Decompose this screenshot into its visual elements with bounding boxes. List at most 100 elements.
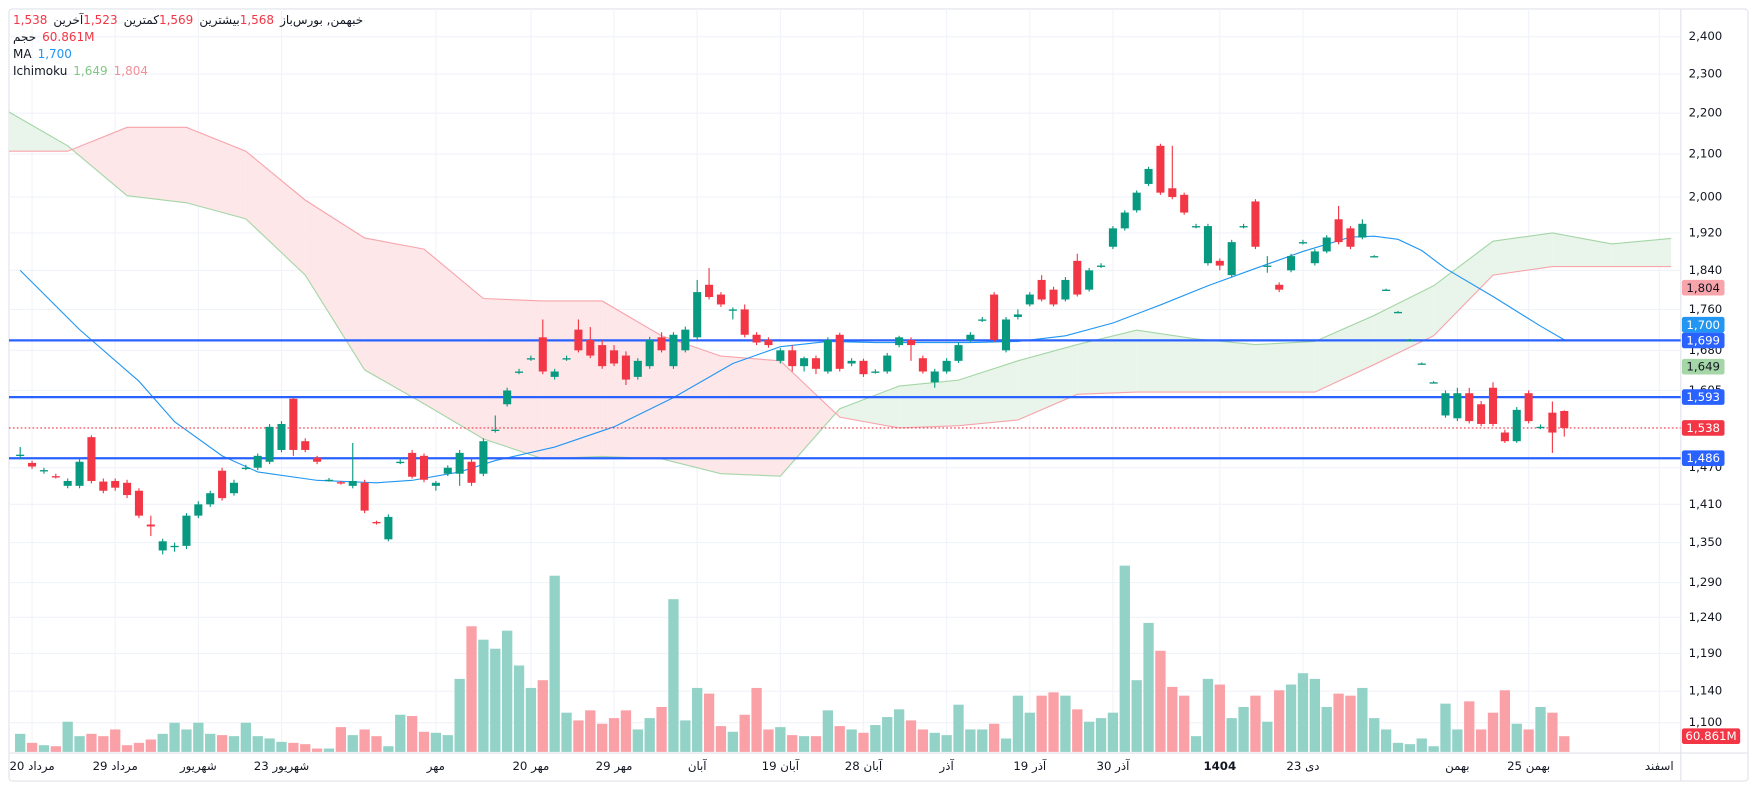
volume-bar	[632, 729, 643, 752]
candle-body	[491, 429, 500, 432]
volume-bar	[561, 712, 572, 752]
candle-body	[764, 339, 773, 346]
candle-body	[538, 337, 547, 372]
volume-bar	[656, 707, 667, 752]
candle-body	[954, 345, 963, 361]
ma-legend: MA 1,700	[13, 46, 363, 63]
candle-body	[431, 482, 440, 486]
candle-body	[728, 309, 737, 311]
span-a-line	[8, 111, 1672, 477]
volume-bar	[858, 732, 869, 752]
volume-bar	[383, 746, 394, 752]
volume-bar	[727, 731, 738, 752]
candle-body	[1441, 393, 1450, 416]
volume-bar	[466, 626, 477, 752]
candle-body	[1512, 409, 1521, 442]
candle-body	[681, 329, 690, 351]
cloud-segment	[305, 200, 365, 370]
volume-bar	[1487, 712, 1499, 752]
ohlc-legend: خبهمن, بورس باز 1,568 بیشترین 1,569 کمترین 1,…	[13, 12, 363, 29]
cloud-segment	[1017, 344, 1078, 420]
x-tick-label: 30 آذر	[1096, 759, 1130, 774]
x-tick-label: 23 دی	[1286, 759, 1319, 773]
candle-body	[669, 334, 678, 367]
volume-bar	[834, 726, 845, 752]
volume-bar	[216, 735, 228, 752]
volume-bar	[798, 736, 810, 752]
x-tick-label: 29 مهر	[596, 759, 633, 774]
volume-bar	[715, 726, 727, 752]
candle-body	[1156, 145, 1165, 193]
candle-body	[408, 452, 417, 477]
volume-bar	[775, 727, 786, 752]
volume-bar	[1000, 738, 1012, 752]
y-tick-label: 1,350	[1689, 535, 1723, 549]
volume-bar	[193, 722, 204, 752]
volume-bar	[905, 720, 917, 752]
volume-bar	[169, 722, 180, 752]
candle-body	[1239, 226, 1248, 228]
volume-bar	[1416, 738, 1427, 752]
volume-bar	[882, 717, 893, 752]
volume-bar	[988, 723, 1000, 752]
x-tick-label: 19 آذر	[1013, 759, 1047, 774]
candle-body	[1192, 226, 1201, 228]
volume-bar	[810, 736, 822, 752]
candle-body	[705, 284, 714, 298]
volume-bar	[1475, 729, 1487, 752]
candle-body	[716, 294, 725, 305]
candle-body	[1322, 237, 1331, 252]
price-marker	[1681, 389, 1725, 405]
cloud-segment	[127, 127, 187, 203]
volume-bar	[965, 729, 976, 752]
candle-body	[39, 470, 48, 472]
x-tick-label: 28 آبان	[845, 759, 883, 773]
volume-bar	[941, 735, 952, 752]
volume-bar	[1535, 707, 1546, 752]
volume-bar	[822, 710, 834, 752]
volume-bar	[1404, 744, 1416, 752]
x-tick-label: 23 شهریور	[254, 759, 309, 774]
candle-body	[16, 454, 25, 457]
candle-body	[134, 490, 143, 516]
x-tick-label: 20 مرداد	[9, 759, 54, 774]
candle-body	[301, 441, 310, 450]
candle-body	[918, 358, 927, 372]
candle-body	[906, 339, 916, 346]
candle-body	[811, 358, 821, 369]
field-value: 1,538	[13, 13, 48, 27]
axes: 2,400 2,300 2,200 2,100 2,000 1,920 1,840 1,760…	[9, 29, 1741, 774]
candle-body	[1346, 228, 1355, 247]
y-tick-label: 1,760	[1689, 302, 1723, 316]
field-value: 1,523	[83, 13, 118, 27]
volume-bar	[870, 725, 881, 752]
y-tick-label: 1,290	[1689, 575, 1723, 589]
volume-bar	[1190, 736, 1202, 752]
volume-bar	[644, 718, 655, 752]
volume-bar	[276, 741, 287, 752]
candle-body	[1310, 251, 1319, 264]
candle-body	[28, 462, 37, 467]
candle-body	[1001, 319, 1011, 351]
volume-bar	[86, 733, 97, 752]
volume-bar	[454, 678, 465, 752]
candle-body	[1465, 393, 1474, 422]
candle-body	[978, 319, 987, 321]
volume-bar	[442, 735, 453, 752]
volume-bar	[133, 742, 145, 752]
volume-bar	[502, 630, 513, 752]
cloud-segment	[1255, 341, 1315, 393]
candle-body	[123, 482, 132, 496]
cloud-segment	[1314, 315, 1375, 393]
candle-body	[1536, 426, 1545, 429]
volume-bar	[620, 710, 632, 752]
volume-bar	[1084, 721, 1095, 752]
volume-bar	[1392, 742, 1404, 752]
candle-body	[942, 360, 951, 372]
candle-body	[740, 309, 749, 335]
volume-bar	[371, 736, 382, 752]
candle-body	[158, 541, 167, 551]
price-marker	[1681, 279, 1725, 296]
cloud-segment	[661, 335, 721, 474]
